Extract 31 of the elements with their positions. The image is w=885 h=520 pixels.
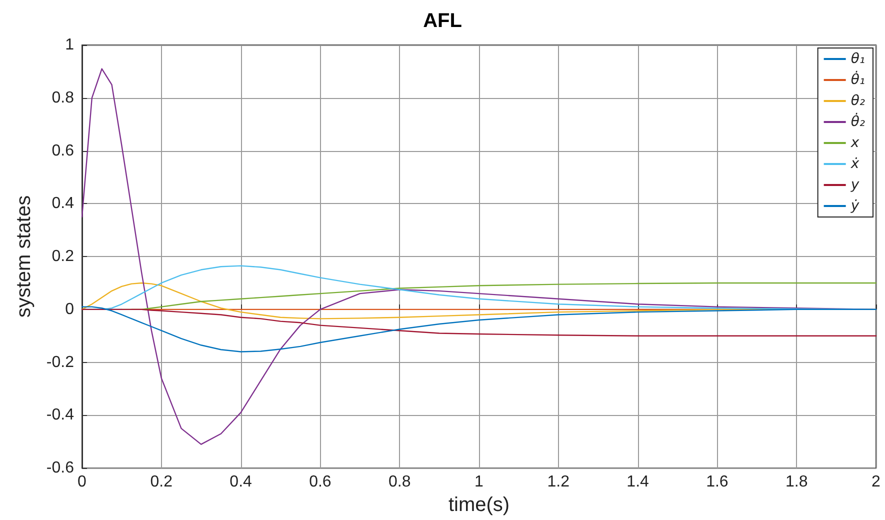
y-tick-label: 0.8 [52,89,74,106]
x-axis-title: time(s) [448,494,510,516]
legend-label: θ₁ [850,51,866,67]
y-tick-label: 0.6 [52,142,74,160]
legend-label: θ̇₂ [850,112,866,130]
y-tick-label: 1 [65,36,74,54]
y-tick-label: -0.6 [46,460,74,477]
x-tick-label: 0.8 [388,474,411,491]
chart-title: AFL [423,10,462,32]
y-tick-label: -0.4 [46,406,74,424]
x-tick-label: 2 [872,474,881,491]
legend-label: ẏ [850,198,860,214]
y-tick-label: 0 [65,300,74,318]
y-axis-title: system states [13,195,35,318]
legend-label: θ₂ [850,93,866,109]
y-tick-label: 0.2 [52,248,74,266]
legend-label: θ̇₁ [850,70,866,88]
x-tick-label: 1.4 [626,474,650,491]
x-tick-label: 1.6 [706,474,728,491]
y-tick-label: -0.2 [46,354,74,371]
y-tick-label: 0.4 [52,195,74,212]
x-tick-label: 1.2 [547,474,570,491]
x-tick-label: 0.4 [230,474,252,491]
x-tick-label: 1 [474,474,484,491]
legend-label: x [850,135,860,151]
x-tick-label: 0.6 [309,474,332,491]
x-tick-label: 0.2 [150,474,173,491]
x-tick-label: 0 [78,474,87,491]
x-tick-label: 1.8 [785,474,808,491]
legend-label: ẋ [850,156,860,172]
legend-label: y [850,177,860,193]
